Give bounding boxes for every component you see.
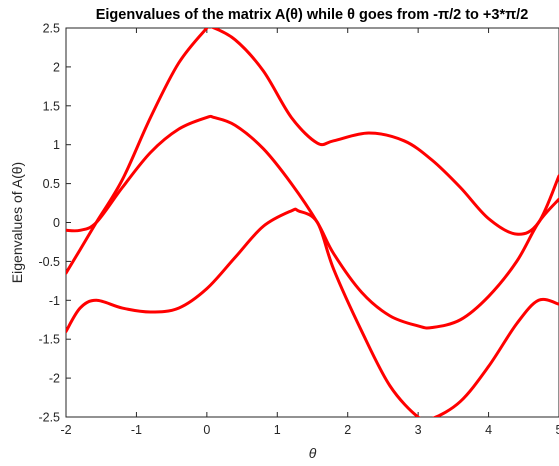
x-tick-label: 4 (485, 423, 492, 437)
y-tick-label: -2 (49, 372, 60, 386)
x-tick-label: -2 (60, 423, 71, 437)
y-tick-label: 1.5 (43, 99, 60, 113)
x-tick-label: 2 (344, 423, 351, 437)
plot-area-frame (65, 27, 559, 418)
x-tick-label: 0 (203, 423, 210, 437)
y-tick-label: -0.5 (38, 255, 60, 269)
y-tick-label: 1 (53, 138, 60, 152)
eigenvalue-series-3 (66, 207, 559, 417)
y-tick-label: 2 (53, 60, 60, 74)
x-tick-label: 5 (556, 423, 559, 437)
x-axis-label: θ (309, 445, 317, 461)
x-tick-label: -1 (131, 423, 142, 437)
y-tick-label: -1.5 (38, 333, 60, 347)
axis-ticks: -2-1012345-2.5-2-1.5-1-0.500.511.522.5 (38, 22, 559, 437)
eigenvalue-series-2 (66, 114, 559, 330)
y-tick-label: 0.5 (43, 177, 60, 191)
y-tick-label: 2.5 (43, 22, 60, 36)
y-tick-label: 0 (53, 216, 60, 230)
x-tick-label: 3 (415, 423, 422, 437)
eigenvalue-series-1 (66, 28, 559, 275)
x-tick-label: 1 (274, 423, 281, 437)
y-tick-label: -1 (49, 294, 60, 308)
y-tick-label: -2.5 (38, 411, 60, 425)
chart-title: Eigenvalues of the matrix A(θ) while θ g… (96, 7, 529, 23)
series-lines (66, 28, 559, 417)
y-axis-label: Eigenvalues of A(θ) (9, 162, 25, 283)
